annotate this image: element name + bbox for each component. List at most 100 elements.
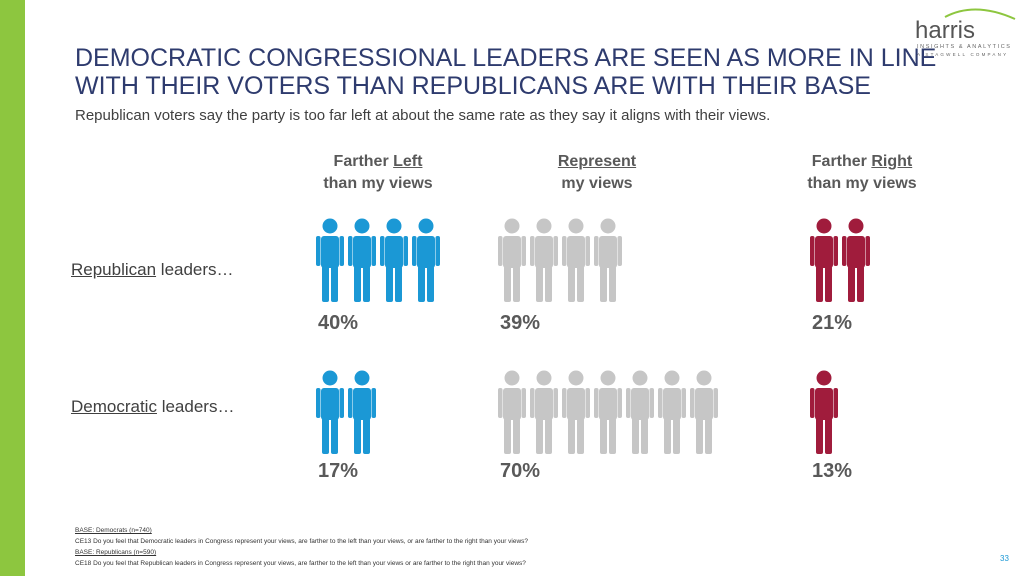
icon-part [321, 236, 339, 268]
icon-part [833, 236, 838, 266]
column-header: Represent my views [497, 153, 697, 193]
icon-part [632, 370, 648, 386]
icon-part [673, 418, 680, 454]
icon-part [600, 418, 607, 454]
icon-group [810, 218, 870, 302]
icon-part [371, 236, 376, 266]
icon-part [609, 266, 616, 302]
icon-part [354, 218, 370, 234]
value-label: 21% [812, 312, 853, 334]
icon-part [418, 218, 434, 234]
icon-part [403, 236, 408, 266]
header-underlined: Represent [557, 153, 637, 170]
icon-part [545, 266, 552, 302]
header-text: Farther [333, 153, 394, 170]
icon-part [504, 266, 511, 302]
row-underlined: Republican [71, 260, 157, 279]
title-line: DEMOCRATIC CONGRESSIONAL LEADERS ARE SEE… [75, 44, 937, 72]
value-label: 39% [500, 312, 541, 334]
icon-part [626, 388, 631, 418]
icon-part [810, 236, 815, 266]
icon-part [816, 218, 832, 234]
icon-part [536, 266, 543, 302]
icon-part [498, 388, 503, 418]
logo: harris INSIGHTS & ANALYTICS A STAGWELL C… [915, 8, 1016, 57]
icon-part [617, 236, 622, 266]
icon-part [649, 388, 654, 418]
icon-part [568, 370, 584, 386]
icon-part [553, 388, 558, 418]
icon-part [833, 388, 838, 418]
row-text: leaders… [156, 260, 234, 279]
icon-part [535, 388, 553, 420]
icon-part [632, 418, 639, 454]
icon-part [530, 388, 535, 418]
icon-part [322, 266, 329, 302]
icon-part [865, 236, 870, 266]
icon-part [353, 388, 371, 420]
header-line: than my views [323, 175, 433, 192]
icon-part [530, 236, 535, 266]
pictogram [498, 370, 718, 454]
icon-part [600, 218, 616, 234]
header-line: than my views [807, 175, 917, 192]
subtitle: Republican voters say the party is too f… [75, 107, 771, 124]
icon-part [322, 370, 338, 386]
icon-part [681, 388, 686, 418]
icon-part [339, 388, 344, 418]
row-label: Democratic leaders… [71, 397, 234, 417]
icon-part [842, 236, 847, 266]
icon-part [316, 236, 321, 266]
footnote: BASE: Democrats (n=740) [75, 527, 152, 534]
header-line: my views [561, 175, 633, 192]
icon-part [354, 418, 361, 454]
icon-part [825, 418, 832, 454]
column-header: Farther Left than my views [278, 153, 478, 193]
icon-part [380, 236, 385, 266]
icon-part [513, 266, 520, 302]
icon-part [663, 388, 681, 420]
icon-part [585, 236, 590, 266]
icon-group [498, 218, 622, 302]
icon-part [417, 236, 435, 268]
icon-part [553, 236, 558, 266]
row-underlined: Democratic [71, 397, 157, 416]
icon-part [536, 370, 552, 386]
icon-part [847, 236, 865, 268]
icon-part [435, 236, 440, 266]
page-number: 33 [1000, 554, 1009, 563]
icon-part [521, 388, 526, 418]
footnote: CE18 Do you feel that Republican leaders… [75, 560, 526, 567]
icon-part [498, 236, 503, 266]
icon-part [562, 388, 567, 418]
header-underlined: Right [871, 153, 913, 170]
value-label: 13% [812, 460, 853, 482]
icon-part [503, 236, 521, 268]
icon-part [412, 236, 417, 266]
header-line: Represent [497, 153, 697, 171]
icon-part [705, 418, 712, 454]
icon-part [567, 388, 585, 420]
pictogram [316, 370, 376, 454]
icon-part [631, 388, 649, 420]
icon-part [322, 418, 329, 454]
icon-part [353, 236, 371, 268]
footnote: CE13 Do you feel that Democratic leaders… [75, 538, 529, 545]
icon-part [713, 388, 718, 418]
icon-part [664, 418, 671, 454]
icon-group [316, 218, 440, 302]
icon-group [810, 370, 838, 454]
icon-part [354, 266, 361, 302]
icon-part [810, 388, 815, 418]
pictogram [498, 218, 622, 302]
icon-part [363, 266, 370, 302]
icon-part [568, 218, 584, 234]
row-label: Republican leaders… [71, 260, 234, 280]
icon-part [545, 418, 552, 454]
icon-group [498, 370, 718, 454]
icon-part [386, 266, 393, 302]
icon-part [816, 370, 832, 386]
header-text: Farther [811, 153, 872, 170]
icon-part [815, 388, 833, 420]
icon-part [504, 418, 511, 454]
